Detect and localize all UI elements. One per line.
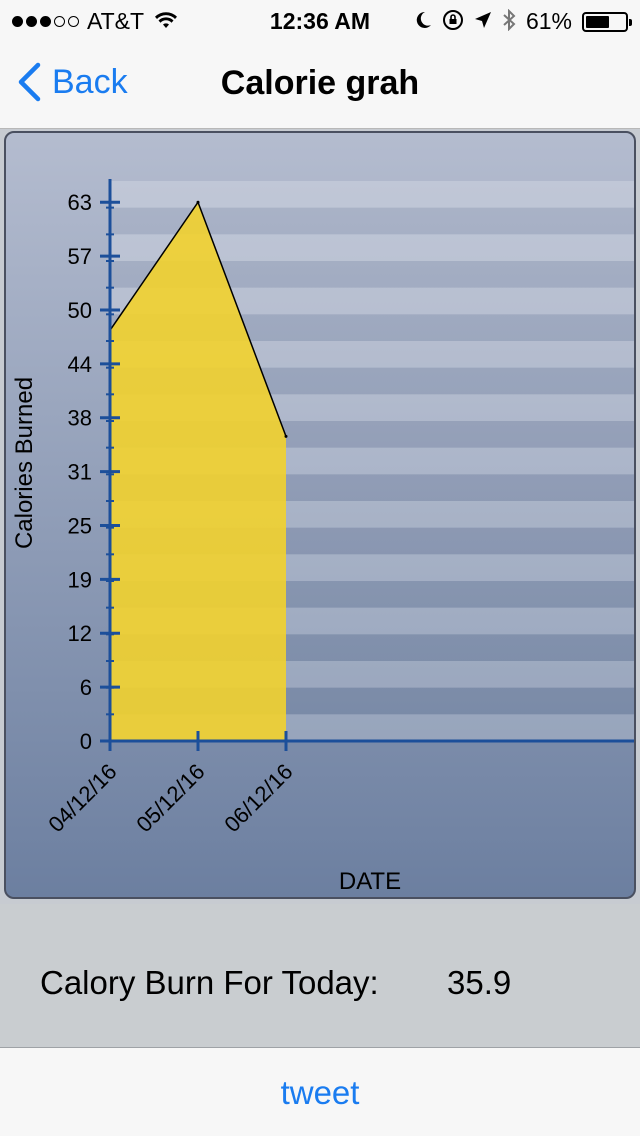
chart-container: 0 6 12 19 25 31 38 44 50 57 63 04/12/16 05/12/16 06/1… [0, 129, 640, 904]
calorie-today-label: Calory Burn For Today: [40, 964, 379, 1001]
x-tick-label: 06/12/16 [219, 759, 297, 837]
data-point [196, 200, 200, 204]
back-button-label: Back [52, 62, 128, 101]
bluetooth-icon [502, 8, 516, 35]
navigation-bar: Back Calorie grah [0, 40, 640, 129]
signal-dot [40, 16, 51, 27]
y-tick-label: 0 [80, 729, 92, 754]
back-button[interactable]: Back [16, 62, 128, 102]
battery-fill [586, 15, 610, 28]
y-tick-label: 57 [68, 244, 92, 269]
battery-percent: 61% [525, 8, 572, 34]
area-fill [110, 202, 286, 741]
summary-panel: Calory Burn For Today: 35.9 [0, 904, 640, 1048]
signal-strength-icon [12, 16, 79, 27]
status-right: 61% [414, 8, 632, 35]
chart-panel: 0 6 12 19 25 31 38 44 50 57 63 04/12/16 05/12/16 06/1… [4, 131, 636, 899]
data-point [284, 434, 288, 438]
orientation-lock-icon [442, 9, 464, 35]
signal-dot [68, 16, 79, 27]
calorie-area-chart: 0 6 12 19 25 31 38 44 50 57 63 04/12/16 05/12/16 06/1… [11, 179, 634, 895]
status-bar: AT&T 12:36 AM 61% [0, 0, 640, 40]
y-tick-label: 50 [68, 298, 92, 323]
x-tick-label: 05/12/16 [131, 759, 209, 837]
y-tick-label: 6 [80, 675, 92, 700]
y-tick-label: 19 [68, 567, 92, 592]
location-icon [474, 11, 492, 33]
y-tick-label: 38 [68, 406, 92, 431]
x-axis-title: DATE [339, 868, 401, 895]
chevron-left-icon [18, 62, 41, 102]
y-tick-label: 31 [68, 460, 92, 485]
wifi-icon [154, 11, 178, 33]
tweet-button[interactable]: tweet [280, 1074, 360, 1111]
signal-dot [12, 16, 23, 27]
footer-bar: tweet [0, 1048, 640, 1136]
y-tick-label: 12 [68, 621, 92, 646]
calorie-today-value: 35.9 [447, 964, 512, 1001]
status-time: 12:36 AM [269, 8, 371, 34]
page-title: Calorie grah [220, 64, 420, 102]
y-axis-title: Calories Burned [11, 377, 38, 549]
moon-icon [414, 10, 432, 34]
status-left: AT&T [12, 8, 178, 35]
y-tick-label: 63 [68, 190, 92, 215]
signal-dot [26, 16, 37, 27]
signal-dot [54, 16, 65, 27]
carrier-name: AT&T [87, 8, 145, 34]
x-tick-label: 04/12/16 [43, 759, 121, 837]
battery-icon [582, 11, 632, 32]
y-tick-label: 25 [68, 513, 92, 538]
grid-band [110, 181, 634, 208]
y-tick-label: 44 [68, 352, 92, 377]
